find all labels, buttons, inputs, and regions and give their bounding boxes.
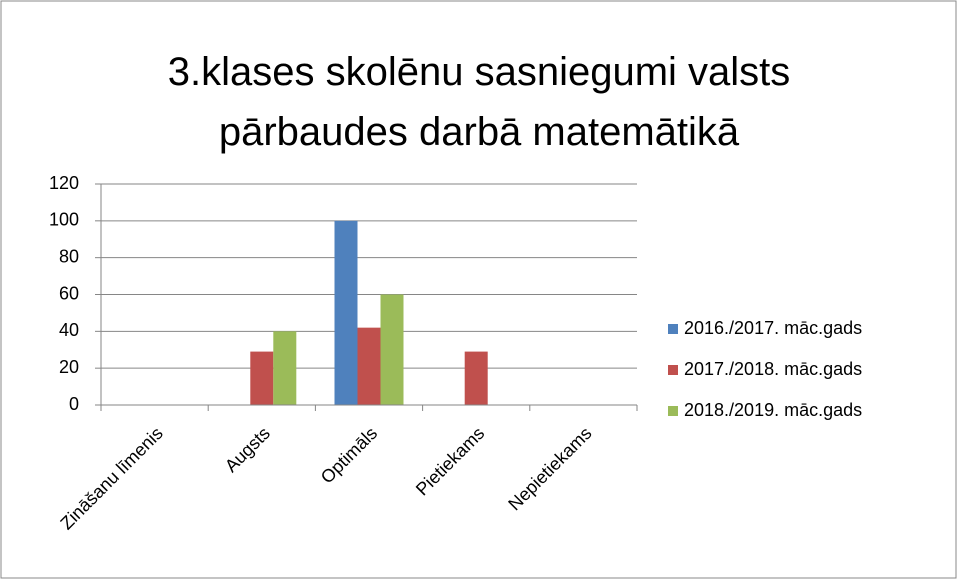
bar: [273, 331, 297, 405]
chart-title: 3.klases skolēnu sasniegumi valsts pārba…: [167, 50, 791, 154]
bar: [334, 220, 358, 405]
y-tick-label: 20: [59, 357, 79, 377]
y-tick-label: 60: [59, 283, 79, 303]
legend-swatch: [668, 406, 678, 416]
legend-swatch: [668, 324, 678, 334]
y-tick-label: 80: [59, 246, 79, 266]
bar: [250, 351, 274, 405]
y-tick-label: 120: [49, 173, 79, 193]
bar: [380, 294, 404, 405]
legend-label: 2017./2018. māc.gads: [684, 359, 862, 379]
legend-label: 2016./2017. māc.gads: [684, 318, 862, 338]
y-tick-label: 0: [69, 394, 79, 414]
legend-swatch: [668, 365, 678, 375]
bar: [464, 351, 488, 405]
y-tick-label: 40: [59, 320, 79, 340]
legend-label: 2018./2019. māc.gads: [684, 400, 862, 420]
y-tick-label: 100: [49, 210, 79, 230]
bar: [357, 327, 381, 405]
